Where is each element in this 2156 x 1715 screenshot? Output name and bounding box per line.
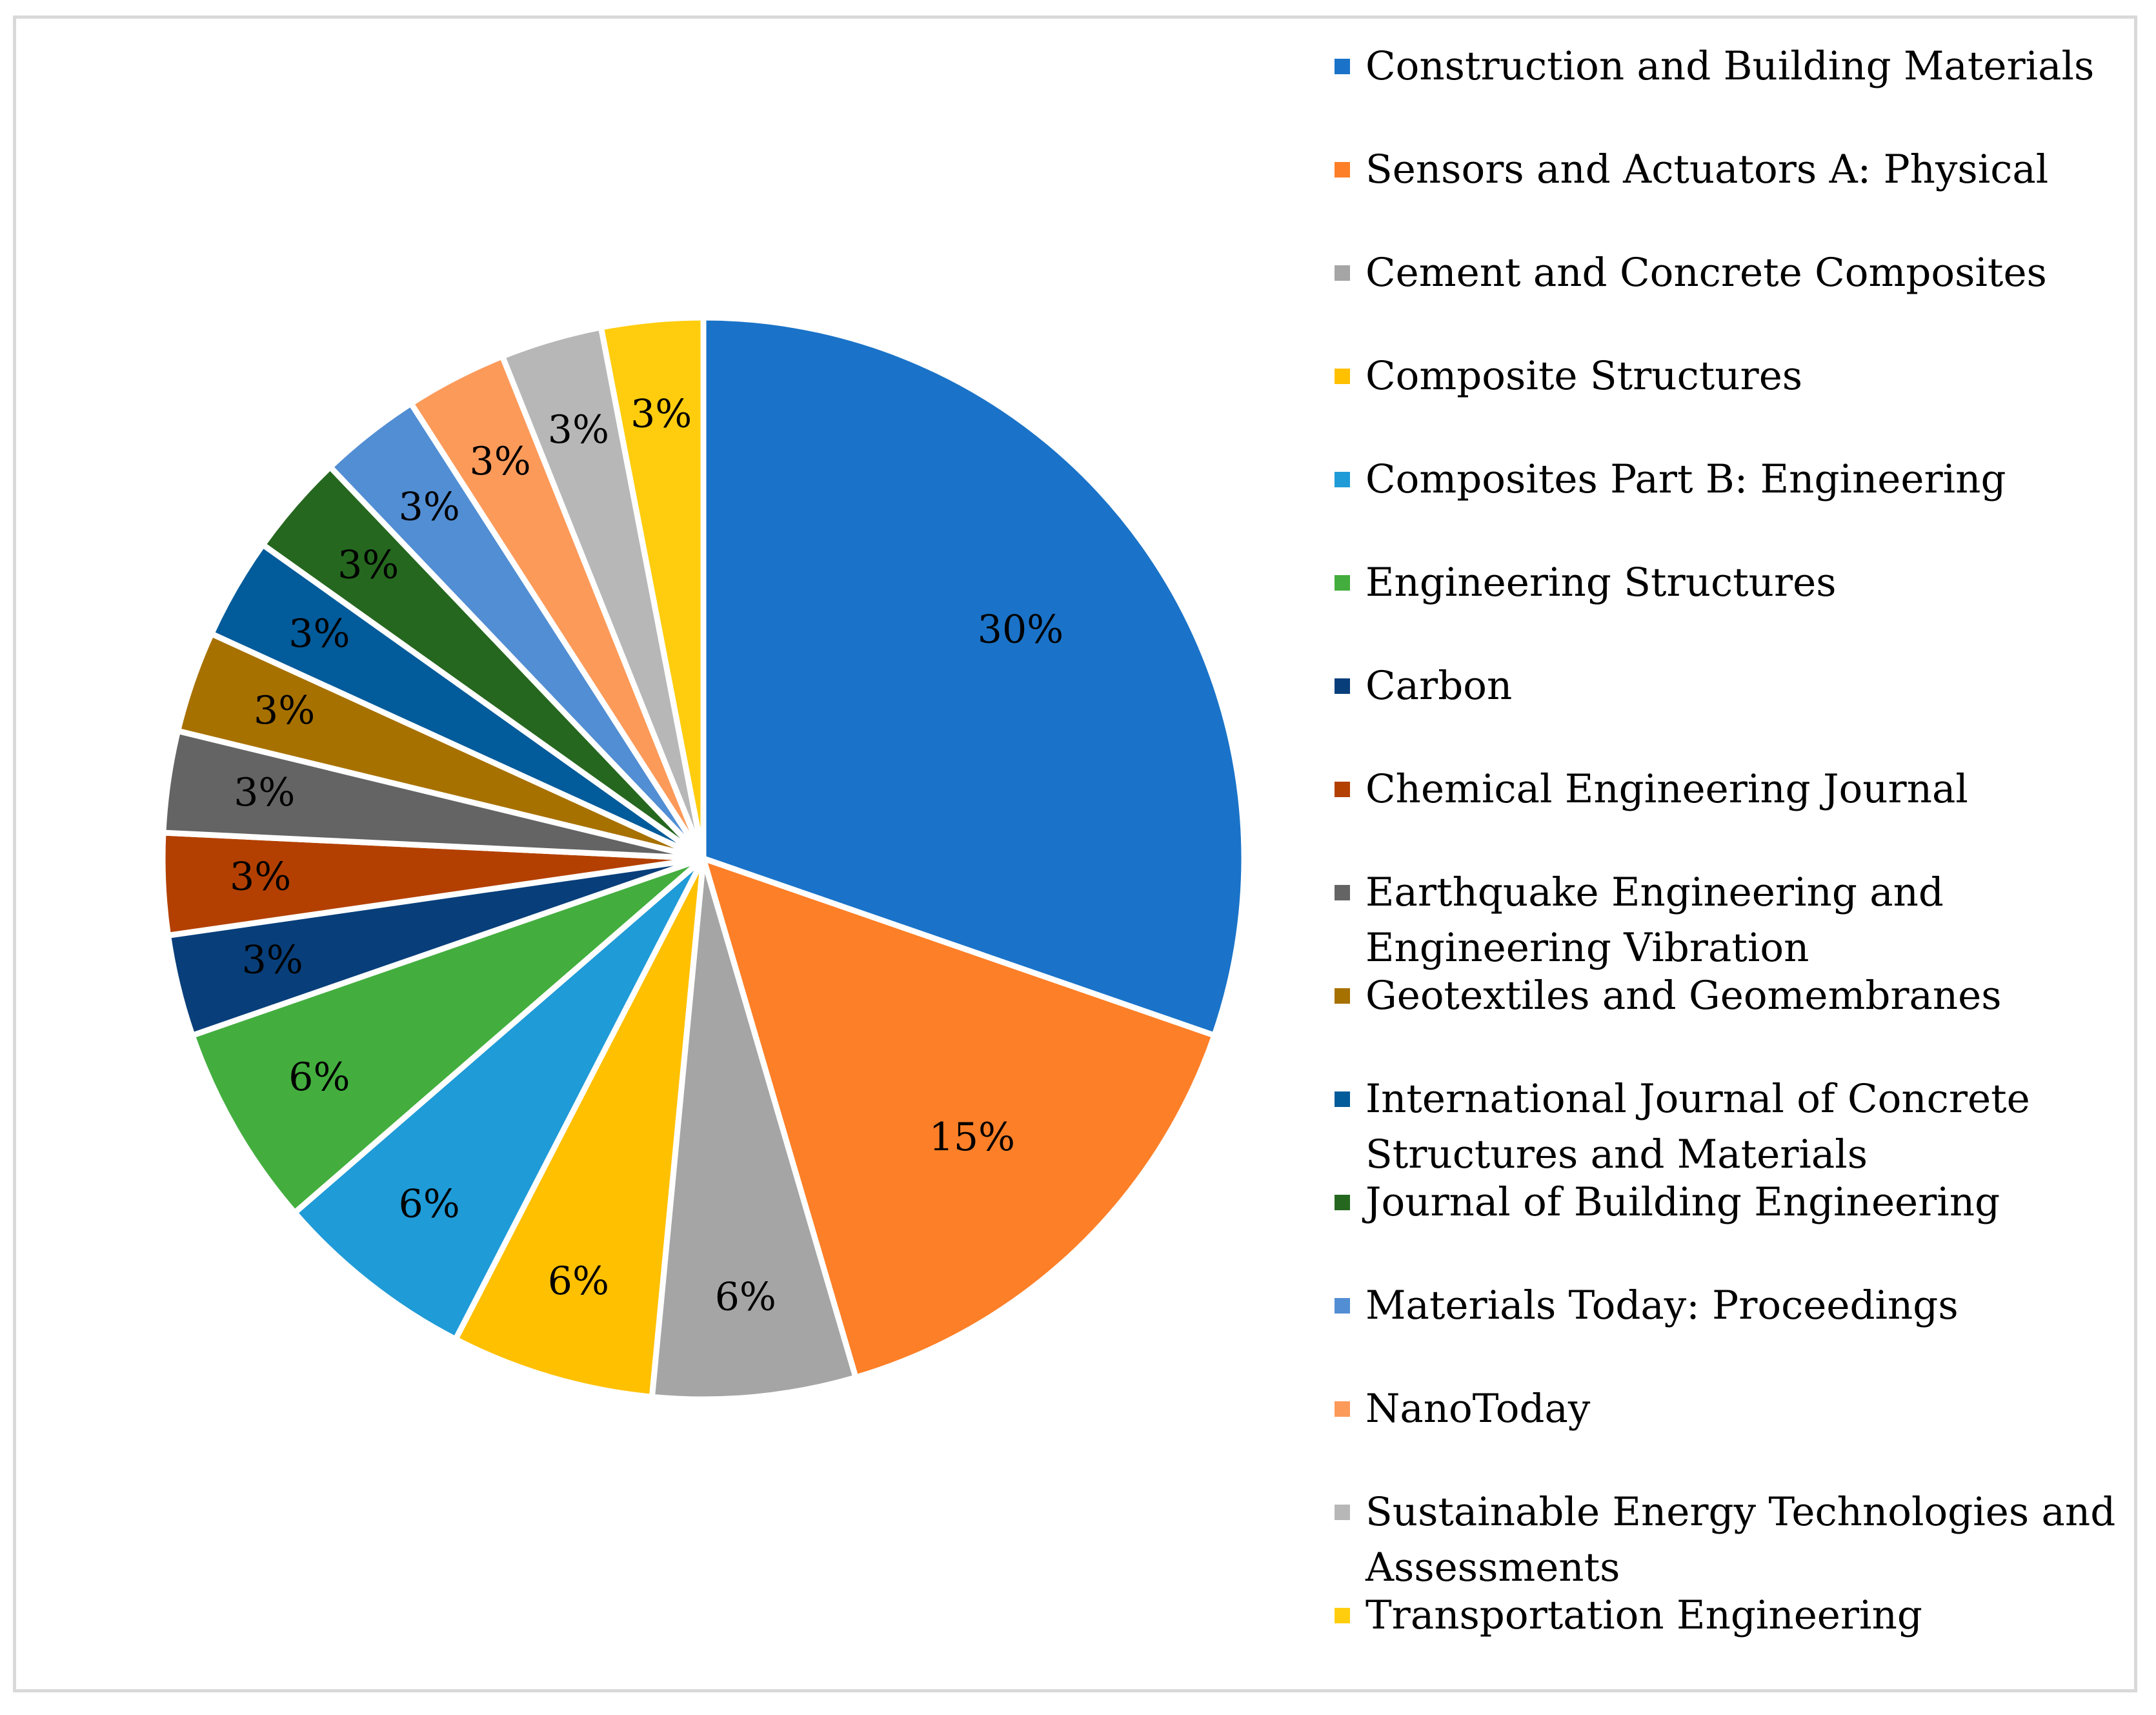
data-label-transportation-engineering: 3% xyxy=(630,392,692,437)
legend-label: Sensors and Actuators A: Physical xyxy=(1365,147,2049,192)
data-label-cement-and-concrete-composites: 6% xyxy=(715,1275,776,1320)
data-label-carbon: 3% xyxy=(242,938,303,983)
pie-slices xyxy=(159,314,1247,1403)
data-label-sustainable-energy-technologies-and-assessments: 3% xyxy=(548,407,609,452)
legend-swatch xyxy=(1335,369,1350,384)
data-label-composites-part-b-engineering: 6% xyxy=(399,1182,460,1227)
data-label-journal-of-building-engineering: 3% xyxy=(338,543,399,588)
data-label-materials-today-proceedings: 3% xyxy=(399,484,460,529)
pie-slice-composite-structures xyxy=(452,855,707,1400)
pie-slice-engineering-structures xyxy=(189,855,707,1216)
legend-swatch xyxy=(1335,1505,1350,1520)
legend-swatch xyxy=(1335,1195,1350,1210)
legend-swatch xyxy=(1335,265,1350,281)
legend-swatch xyxy=(1335,678,1350,694)
legend-label: Composite Structures xyxy=(1365,353,1803,399)
legend-label: Sustainable Energy Technologies and Asse… xyxy=(1365,1489,2116,1590)
legend-swatch xyxy=(1335,885,1350,900)
legend-label: Journal of Building Engineering xyxy=(1365,1179,2000,1225)
pie-slice-construction-and-building-materials xyxy=(700,314,1247,1039)
data-label-nanotoday: 3% xyxy=(470,439,531,484)
legend-label: Geotextiles and Geomembranes xyxy=(1365,973,2002,1019)
pie-slice-cement-and-concrete-composites xyxy=(649,855,859,1403)
legend: Construction and Building Materials Senso… xyxy=(1335,39,2135,1652)
pie-slice-transportation-engineering xyxy=(598,314,707,862)
data-label-geotextiles-and-geomembranes: 3% xyxy=(254,688,315,733)
legend-swatch xyxy=(1335,1401,1350,1417)
legend-label: NanoToday xyxy=(1365,1386,1591,1432)
legend-label: Construction and Building Materials xyxy=(1365,43,2095,89)
legend-swatch xyxy=(1335,782,1350,797)
legend-swatch xyxy=(1335,1091,1350,1107)
legend-label: Transportation Engineering xyxy=(1365,1592,1922,1638)
legend-label: Materials Today: Proceedings xyxy=(1365,1283,1959,1328)
legend-swatch xyxy=(1335,1608,1350,1623)
pie-slice-composites-part-b-engineering xyxy=(292,855,707,1343)
legend-label: Composites Part B: Engineering xyxy=(1365,456,2006,502)
legend-label: Cement and Concrete Composites xyxy=(1365,250,2047,296)
legend-swatch xyxy=(1335,988,1350,1004)
data-label-sensors-and-actuators-a-physical: 15% xyxy=(929,1115,1015,1160)
data-label-construction-and-building-materials: 30% xyxy=(978,607,1063,653)
legend-swatch xyxy=(1335,472,1350,487)
legend-label: Earthquake Engineering and Engineering V… xyxy=(1365,869,1944,971)
legend-label: Carbon xyxy=(1365,663,1513,709)
data-label-chemical-engineering-journal: 3% xyxy=(230,854,291,899)
legend-swatch xyxy=(1335,162,1350,178)
data-label-composite-structures: 6% xyxy=(548,1259,609,1304)
pie-data-labels: 30%15%6%6%6%6%3%3%3%3%3%3%3%3%3% 3% xyxy=(230,392,1063,1320)
data-label-international-journal-of-concrete-structures-and-materials: 3% xyxy=(288,611,350,656)
legend-label: International Journal of Concrete Struct… xyxy=(1365,1076,2030,1177)
legend-label: Chemical Engineering Journal xyxy=(1365,766,1968,812)
legend-label: Engineering Structures xyxy=(1365,560,1837,605)
legend-swatch xyxy=(1335,1298,1350,1314)
data-label-engineering-structures: 6% xyxy=(288,1055,350,1100)
legend-swatch xyxy=(1335,59,1350,74)
data-label-earthquake-engineering-and-engineering-vibration: 3% xyxy=(234,770,295,815)
pie-slice-sensors-and-actuators-a-physical xyxy=(700,855,1218,1381)
legend-swatch xyxy=(1335,575,1350,591)
